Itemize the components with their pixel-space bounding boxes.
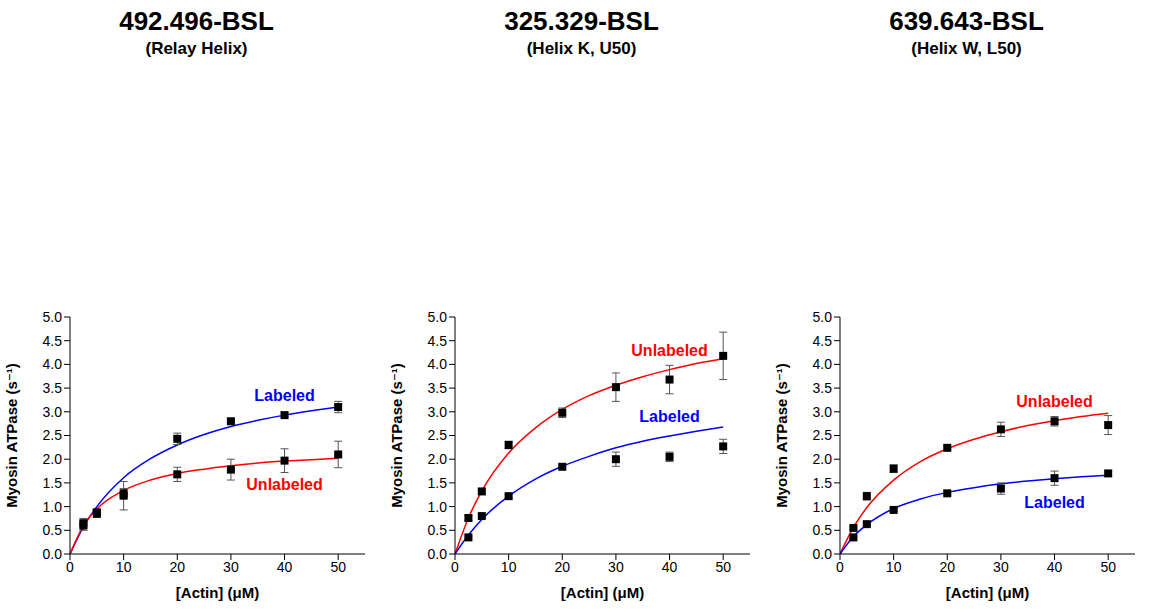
svg-text:0.0: 0.0 <box>428 546 448 562</box>
svg-text:20: 20 <box>939 559 955 575</box>
svg-text:Labeled: Labeled <box>639 408 699 425</box>
svg-text:4.5: 4.5 <box>43 333 63 349</box>
svg-text:2.0: 2.0 <box>43 451 63 467</box>
svg-text:2.5: 2.5 <box>428 427 448 443</box>
svg-text:Myosin ATPase (s⁻¹): Myosin ATPase (s⁻¹) <box>4 363 20 508</box>
svg-text:4.0: 4.0 <box>428 356 448 372</box>
html-text:(Relay Helix): (Relay Helix) <box>145 39 248 58</box>
svg-text:4.0: 4.0 <box>43 356 63 372</box>
svg-text:50: 50 <box>1100 559 1116 575</box>
svg-text:3.0: 3.0 <box>813 404 833 420</box>
svg-text:1.5: 1.5 <box>813 475 833 491</box>
svg-text:[Actin] (μM): [Actin] (μM) <box>176 584 259 601</box>
svg-text:Labeled: Labeled <box>254 387 314 404</box>
svg-text:3.5: 3.5 <box>813 380 833 396</box>
svg-text:0.0: 0.0 <box>43 546 63 562</box>
svg-text:10: 10 <box>116 559 132 575</box>
svg-text:30: 30 <box>608 559 624 575</box>
svg-text:3.0: 3.0 <box>428 404 448 420</box>
html-text:325.329-BSL: 325.329-BSL <box>504 6 659 36</box>
svg-text:40: 40 <box>277 559 293 575</box>
svg-text:50: 50 <box>715 559 731 575</box>
svg-text:10: 10 <box>501 559 517 575</box>
svg-text:1.0: 1.0 <box>43 499 63 515</box>
svg-text:3.0: 3.0 <box>43 404 63 420</box>
svg-text:0.0: 0.0 <box>813 546 833 562</box>
svg-text:Myosin ATPase (s⁻¹): Myosin ATPase (s⁻¹) <box>389 363 405 508</box>
svg-text:1.0: 1.0 <box>813 499 833 515</box>
html-text:492.496-BSL: 492.496-BSL <box>119 6 274 36</box>
svg-text:1.5: 1.5 <box>43 475 63 491</box>
svg-text:1.5: 1.5 <box>428 475 448 491</box>
svg-text:40: 40 <box>662 559 678 575</box>
svg-text:Labeled: Labeled <box>1024 494 1084 511</box>
svg-text:4.5: 4.5 <box>428 333 448 349</box>
svg-text:50: 50 <box>330 559 346 575</box>
svg-text:[Actin] (μM): [Actin] (μM) <box>561 584 644 601</box>
svg-text:30: 30 <box>993 559 1009 575</box>
svg-text:0.5: 0.5 <box>813 522 833 538</box>
html-text:(Helix K, U50): (Helix K, U50) <box>526 39 637 58</box>
svg-text:5.0: 5.0 <box>813 309 833 325</box>
svg-text:2.5: 2.5 <box>43 427 63 443</box>
svg-text:Unlabeled: Unlabeled <box>1016 393 1092 410</box>
svg-text:10: 10 <box>886 559 902 575</box>
svg-text:0.5: 0.5 <box>428 522 448 538</box>
svg-text:2.0: 2.0 <box>428 451 448 467</box>
svg-text:0: 0 <box>451 559 459 575</box>
svg-text:2.0: 2.0 <box>813 451 833 467</box>
svg-text:4.5: 4.5 <box>813 333 833 349</box>
svg-text:1.0: 1.0 <box>428 499 448 515</box>
svg-text:Unlabeled: Unlabeled <box>631 342 707 359</box>
svg-text:40: 40 <box>1047 559 1063 575</box>
svg-text:0.5: 0.5 <box>43 522 63 538</box>
svg-text:3.5: 3.5 <box>428 380 448 396</box>
svg-text:2.5: 2.5 <box>813 427 833 443</box>
html-text:639.643-BSL: 639.643-BSL <box>889 6 1044 36</box>
svg-text:5.0: 5.0 <box>43 309 63 325</box>
svg-text:0: 0 <box>836 559 844 575</box>
svg-text:30: 30 <box>223 559 239 575</box>
svg-text:20: 20 <box>554 559 570 575</box>
svg-text:3.5: 3.5 <box>43 380 63 396</box>
html-text:(Helix W, L50): (Helix W, L50) <box>911 39 1022 58</box>
svg-text:5.0: 5.0 <box>428 309 448 325</box>
svg-text:20: 20 <box>169 559 185 575</box>
svg-text:[Actin] (μM): [Actin] (μM) <box>946 584 1029 601</box>
svg-text:Myosin ATPase (s⁻¹): Myosin ATPase (s⁻¹) <box>774 363 790 508</box>
svg-text:0: 0 <box>66 559 74 575</box>
svg-text:4.0: 4.0 <box>813 356 833 372</box>
svg-text:Unlabeled: Unlabeled <box>246 476 322 493</box>
